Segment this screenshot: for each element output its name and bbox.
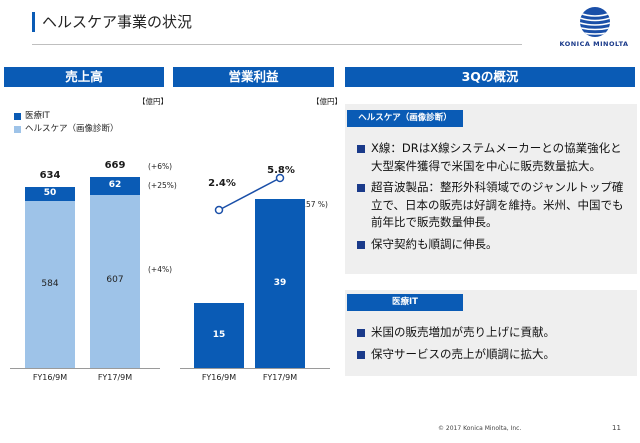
sales-unit-label: 【億円】 (138, 97, 168, 106)
medical-it-bullet-list: 米国の販売増加が売り上げに貢献。 保守サービスの売上が順調に拡大。 (357, 324, 633, 367)
sales-panel-header: 売上高 (4, 67, 164, 87)
op-x-axis (180, 368, 330, 369)
sales-total-growth: (+6%) (148, 162, 173, 171)
sales-value-label: 50 (43, 188, 57, 198)
margin-label: 5.8% (267, 165, 295, 176)
company-logo-icon (580, 7, 610, 37)
healthcare-growth: (+4%) (148, 265, 173, 274)
sales-total-label: 634 (39, 169, 61, 181)
margin-label: 2.4% (208, 178, 236, 189)
margin-line-segment (218, 177, 281, 211)
bullet-square-icon (357, 350, 365, 359)
sales-bar-healthcare (25, 201, 75, 368)
title-accent-bar (32, 12, 35, 32)
op-value-label: 39 (273, 277, 287, 288)
op-value-label: 15 (212, 329, 226, 340)
op-growth-label: (+157 %) (292, 200, 328, 209)
header-divider (32, 44, 522, 45)
list-item: 米国の販売増加が売り上げに貢献。 (357, 324, 633, 342)
legend-swatch-healthcare (14, 126, 21, 133)
list-item: 保守契約も順調に伸長。 (357, 236, 633, 254)
sales-value-label: 62 (108, 179, 122, 190)
sales-category-label: FY17/9M (97, 373, 133, 382)
operating-margin-line (214, 173, 285, 215)
healthcare-section (345, 104, 637, 274)
copyright-text: © 2017 Konica Minolta, Inc. (438, 425, 522, 432)
margin-point (214, 205, 224, 215)
margin-point (275, 173, 285, 183)
q3-overview-panel-header: 3Qの概況 (345, 67, 635, 87)
op-category-label: FY16/9M (201, 373, 237, 382)
bullet-square-icon (357, 145, 365, 153)
sales-category-label: FY16/9M (32, 373, 68, 382)
sales-value-label: 584 (41, 278, 59, 289)
sales-bar-medical-it (25, 186, 75, 202)
bullet-square-icon (357, 184, 365, 192)
operating-profit-panel-header: 営業利益 (173, 67, 334, 87)
list-item: X線：DRはX線システムメーカーとの協業強化と大型案件獲得で米国を中心に販売数量… (357, 140, 633, 175)
page-number: 11 (612, 424, 621, 432)
op-bar (255, 199, 305, 368)
list-item: 超音波製品：整形外科領域でのジャンルトップ確立で、日本の販売は好調を維持。米州、… (357, 179, 633, 232)
medical-it-section-title: 医療IT (347, 294, 463, 311)
page-title: ヘルスケア事業の状況 (42, 13, 193, 31)
op-category-label: FY17/9M (262, 373, 298, 382)
sales-value-label: 607 (106, 275, 124, 286)
sales-bar-healthcare (90, 194, 140, 368)
bullet-square-icon (357, 329, 365, 337)
medical-it-growth: (+25%) (148, 181, 177, 190)
sales-bar-medical-it (90, 176, 140, 195)
op-unit-label: 【億円】 (312, 97, 342, 106)
sales-total-label: 669 (104, 159, 126, 171)
sales-x-axis (10, 368, 160, 369)
company-name: KONICA MINOLTA (559, 40, 629, 48)
healthcare-section-title: ヘルスケア（画像診断） (347, 110, 463, 127)
op-bar (194, 303, 244, 368)
bullet-square-icon (357, 240, 365, 249)
legend-swatch-medical-it (14, 113, 21, 120)
list-item: 保守サービスの売上が順調に拡大。 (357, 346, 633, 364)
healthcare-bullet-list: X線：DRはX線システムメーカーとの協業強化と大型案件獲得で米国を中心に販売数量… (357, 140, 633, 257)
legend-label-healthcare: ヘルスケア（画像診断） (25, 124, 119, 134)
legend-label-medical-it: 医療IT (25, 111, 50, 121)
